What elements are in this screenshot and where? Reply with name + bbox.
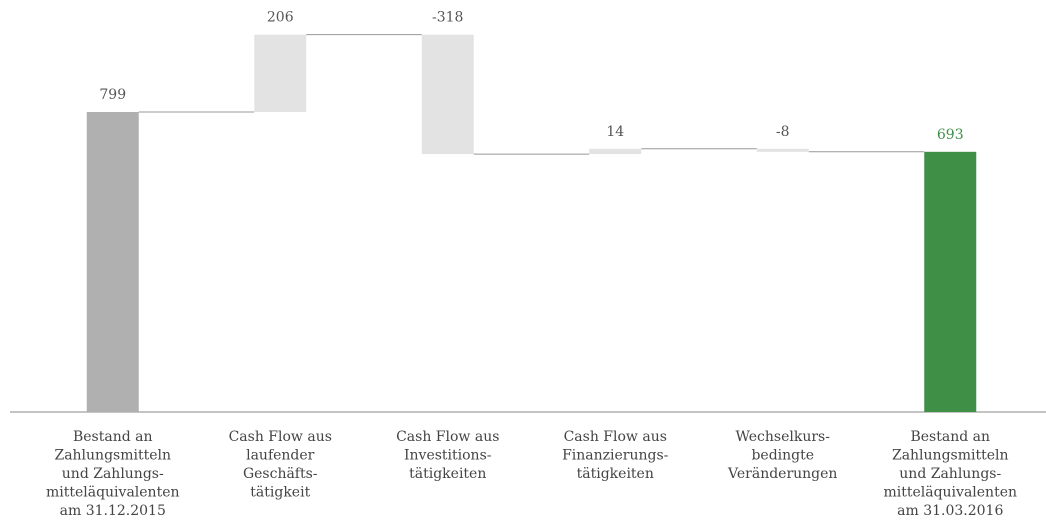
bar bbox=[589, 148, 642, 155]
x-tick-label: und Zahlungs- bbox=[899, 466, 1001, 482]
x-tick-label: Wechselkurs- bbox=[736, 429, 831, 445]
x-tick-label: Investitions- bbox=[404, 448, 492, 464]
x-tick-label: Cash Flow aus bbox=[229, 429, 332, 445]
x-tick-label: Bestand an bbox=[73, 429, 153, 445]
x-tick-label: Veränderungen bbox=[727, 466, 837, 482]
value-label: -318 bbox=[432, 10, 463, 26]
value-label: -8 bbox=[776, 124, 790, 140]
x-tick-label: Geschäfts- bbox=[243, 466, 318, 482]
x-tick-label: und Zahlungs- bbox=[62, 466, 164, 482]
x-tick-label: laufender bbox=[246, 448, 315, 464]
x-tick-label: Cash Flow aus bbox=[564, 429, 667, 445]
value-label: 799 bbox=[99, 87, 126, 103]
bar bbox=[756, 148, 809, 152]
x-tick-label: Cash Flow aus bbox=[396, 429, 499, 445]
x-tick-label: Bestand an bbox=[910, 429, 990, 445]
bar bbox=[254, 34, 307, 113]
x-tick-label: am 31.03.2016 bbox=[897, 503, 1003, 519]
x-tick-label: bedingte bbox=[751, 448, 814, 464]
x-tick-label: Finanzierungs- bbox=[562, 448, 669, 464]
x-tick-label: Zahlungsmitteln bbox=[892, 448, 1009, 464]
x-tick-label: mitteläquivalenten bbox=[46, 485, 180, 501]
value-label: 206 bbox=[267, 10, 294, 26]
x-tick-label: Zahlungsmitteln bbox=[54, 448, 171, 464]
x-tick-label: tätigkeiten bbox=[577, 466, 654, 482]
value-label: 693 bbox=[937, 127, 964, 143]
bar bbox=[86, 112, 139, 413]
x-tick-label: mitteläquivalenten bbox=[883, 485, 1017, 501]
x-tick-label: am 31.12.2015 bbox=[60, 503, 166, 519]
x-tick-label: tätigkeiten bbox=[409, 466, 486, 482]
bar bbox=[924, 151, 977, 412]
x-tick-label: tätigkeit bbox=[250, 485, 310, 501]
value-label: 14 bbox=[606, 124, 624, 140]
bar bbox=[421, 34, 474, 155]
